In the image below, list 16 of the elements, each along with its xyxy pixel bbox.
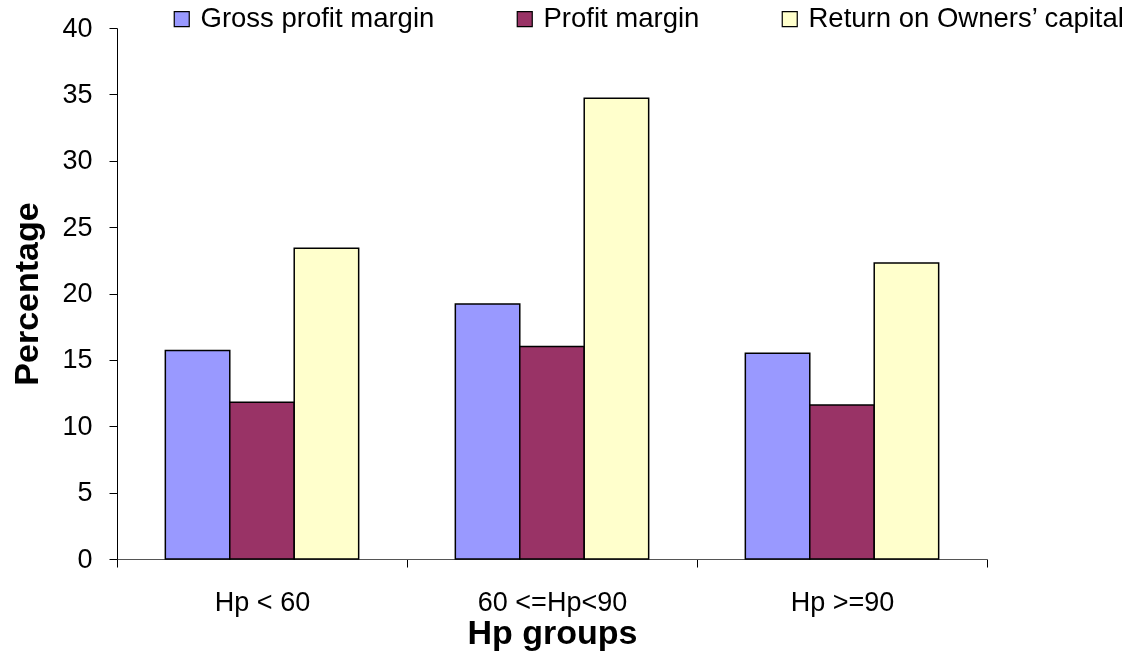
legend-label: Gross profit margin — [200, 2, 435, 34]
y-axis-title: Percentage — [7, 202, 46, 386]
y-tick-label: 25 — [62, 211, 93, 242]
y-tick-label: 0 — [77, 543, 93, 574]
y-tick-label: 15 — [62, 344, 93, 375]
y-tick-label: 40 — [62, 12, 93, 43]
legend-label: Profit margin — [543, 2, 700, 34]
y-tick-label: 35 — [62, 78, 93, 109]
y-tick-label: 10 — [62, 410, 93, 441]
legend-label: Return on Owners’ capital — [808, 2, 1124, 34]
x-tick-label: Hp >=90 — [790, 586, 895, 617]
x-tick-label: 60 <=Hp<90 — [477, 586, 628, 617]
y-tick-label: 20 — [62, 278, 93, 308]
y-tick-label: 5 — [77, 477, 93, 508]
x-tick-label: Hp < 60 — [214, 586, 311, 617]
y-tick-label: 30 — [62, 145, 93, 176]
